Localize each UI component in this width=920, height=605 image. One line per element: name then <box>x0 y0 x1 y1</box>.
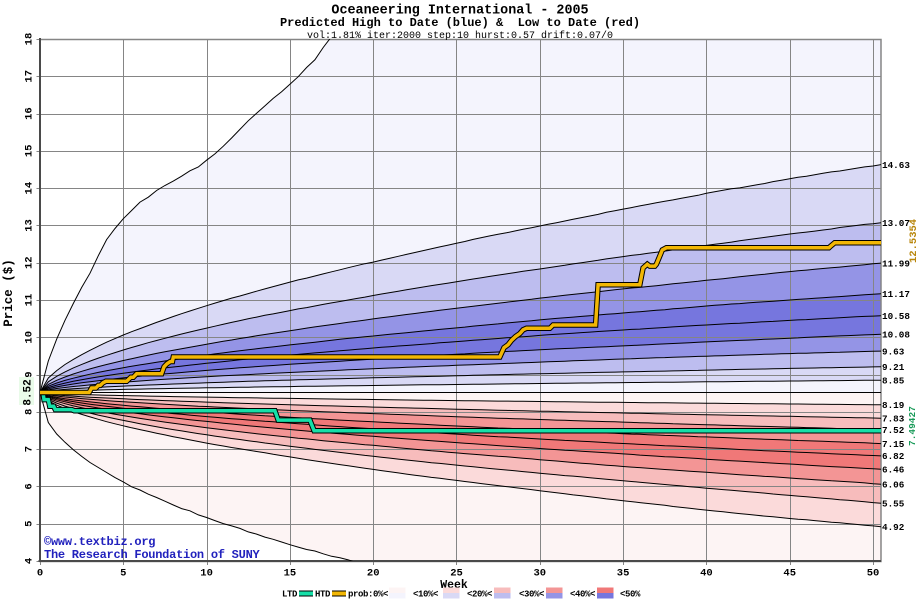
svg-text:6.46: 6.46 <box>882 464 905 475</box>
svg-text:13.07: 13.07 <box>882 218 910 229</box>
svg-text:12: 12 <box>24 256 36 269</box>
svg-text:18: 18 <box>24 33 36 46</box>
svg-text:14.63: 14.63 <box>882 160 910 171</box>
svg-text:Oceaneering International - 20: Oceaneering International - 2005 <box>331 4 588 19</box>
svg-text:4.92: 4.92 <box>882 522 905 533</box>
svg-text:The Research Foundation of SUN: The Research Foundation of SUNY <box>44 548 261 562</box>
svg-text:14: 14 <box>24 182 36 195</box>
svg-text:8: 8 <box>24 409 36 415</box>
svg-text:11: 11 <box>24 294 36 307</box>
svg-text:LTD: LTD <box>282 590 298 600</box>
svg-text:12.5354: 12.5354 <box>908 219 920 263</box>
svg-text:45: 45 <box>783 568 796 580</box>
svg-text:16: 16 <box>24 107 36 120</box>
svg-text:35: 35 <box>617 568 630 580</box>
svg-text:10: 10 <box>200 568 213 580</box>
svg-text:6.82: 6.82 <box>882 451 905 462</box>
svg-text:6.06: 6.06 <box>882 479 905 490</box>
svg-text:10.08: 10.08 <box>882 330 910 341</box>
svg-text:5.55: 5.55 <box>882 498 905 509</box>
svg-text:25: 25 <box>450 568 463 580</box>
svg-text:11.99: 11.99 <box>882 258 910 269</box>
svg-text:7.83: 7.83 <box>882 413 905 424</box>
svg-text:HTD: HTD <box>315 590 331 600</box>
svg-text:<20%<: <20%< <box>467 590 492 600</box>
svg-text:40: 40 <box>700 568 713 580</box>
svg-text:7.15: 7.15 <box>882 439 905 450</box>
svg-text:10: 10 <box>24 331 36 344</box>
svg-text:11.17: 11.17 <box>882 289 910 300</box>
svg-text:5: 5 <box>120 568 126 580</box>
svg-text:17: 17 <box>24 70 36 83</box>
svg-text:8.19: 8.19 <box>882 400 905 411</box>
svg-text:Predicted High to Date (blue): Predicted High to Date (blue) & Low to D… <box>280 16 640 30</box>
svg-text:10.58: 10.58 <box>882 311 910 322</box>
svg-text:©www.textbiz.org: ©www.textbiz.org <box>44 535 155 549</box>
svg-text:6: 6 <box>24 483 36 489</box>
svg-text:8.52: 8.52 <box>23 379 35 405</box>
svg-text:9: 9 <box>24 371 36 377</box>
svg-text:4: 4 <box>24 558 36 564</box>
svg-text:Price ($): Price ($) <box>2 259 16 327</box>
svg-text:<10%<: <10%< <box>413 590 438 600</box>
svg-text:0: 0 <box>37 568 43 580</box>
svg-text:5: 5 <box>24 521 36 527</box>
svg-text:30: 30 <box>533 568 546 580</box>
svg-text:7.52: 7.52 <box>882 425 905 436</box>
svg-text:7: 7 <box>24 446 36 452</box>
svg-text:<40%<: <40%< <box>570 590 595 600</box>
svg-text:20: 20 <box>367 568 380 580</box>
svg-text:7.49427: 7.49427 <box>907 406 918 446</box>
svg-text:<30%<: <30%< <box>519 590 544 600</box>
svg-text:8.85: 8.85 <box>882 375 905 386</box>
svg-text:15: 15 <box>24 145 36 158</box>
svg-text:<50%: <50% <box>620 590 641 600</box>
svg-text:50: 50 <box>867 568 880 580</box>
svg-text:9.63: 9.63 <box>882 346 905 357</box>
svg-text:13: 13 <box>24 219 36 232</box>
svg-text:prob:0%<: prob:0%< <box>348 590 388 600</box>
svg-text:vol:1.81% iter:2000 step:10 hu: vol:1.81% iter:2000 step:10 hurst:0.57 d… <box>307 30 613 42</box>
svg-text:15: 15 <box>284 568 297 580</box>
svg-text:9.21: 9.21 <box>882 362 905 373</box>
